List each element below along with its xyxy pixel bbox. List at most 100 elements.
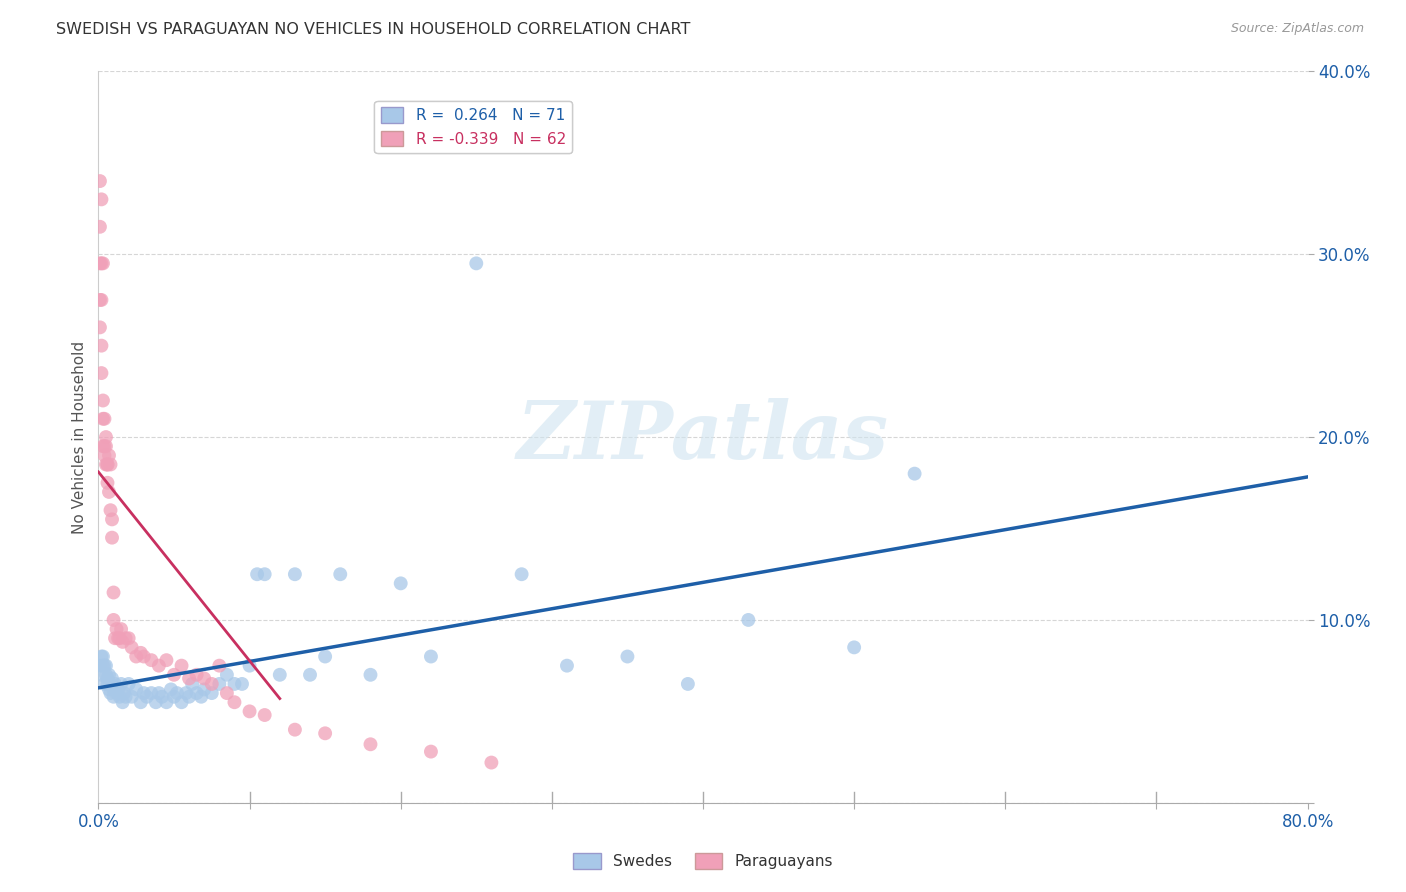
Point (160, 682, 183, 697)
Point (103, 690, 125, 704)
Point (186, 667, 208, 681)
Point (90, 192, 112, 206)
Point (93, 412, 115, 426)
Point (111, 695, 134, 709)
Point (253, 567, 276, 582)
Point (174, 686, 197, 700)
Point (737, 613, 759, 627)
Point (145, 695, 167, 709)
Point (103, 613, 125, 627)
Point (676, 677, 699, 691)
Point (170, 695, 193, 709)
Point (105, 686, 128, 700)
Point (215, 686, 238, 700)
Point (208, 658, 231, 673)
Point (110, 677, 132, 691)
Point (104, 632, 127, 646)
Point (215, 667, 238, 681)
Text: ZIPatlas: ZIPatlas (517, 399, 889, 475)
Point (114, 632, 136, 646)
Point (179, 672, 201, 686)
Point (105, 622, 128, 636)
Point (111, 635, 134, 649)
Point (101, 672, 124, 686)
Point (155, 653, 177, 667)
Point (465, 256, 488, 270)
Point (284, 567, 307, 582)
Point (844, 640, 866, 655)
Point (179, 690, 201, 704)
Point (121, 640, 143, 655)
Point (98, 485, 121, 500)
Point (90, 649, 112, 664)
Point (148, 686, 170, 700)
Point (114, 690, 136, 704)
Point (163, 667, 186, 681)
Point (107, 682, 129, 697)
Point (96, 677, 118, 691)
Point (481, 756, 503, 770)
Y-axis label: No Vehicles in Household: No Vehicles in Household (72, 341, 87, 533)
Point (94, 658, 117, 673)
Point (150, 690, 173, 704)
Point (94, 439, 117, 453)
Point (100, 677, 122, 691)
Point (100, 503, 122, 517)
Point (93, 677, 115, 691)
Point (360, 737, 382, 751)
Point (91, 412, 114, 426)
Point (155, 695, 177, 709)
Point (224, 677, 246, 691)
Point (246, 567, 269, 582)
Text: SWEDISH VS PARAGUAYAN NO VEHICLES IN HOUSEHOLD CORRELATION CHART: SWEDISH VS PARAGUAYAN NO VEHICLES IN HOU… (56, 22, 690, 37)
Point (141, 686, 163, 700)
Point (98, 682, 121, 697)
Point (100, 458, 122, 472)
Point (100, 686, 122, 700)
Point (96, 672, 118, 686)
Point (90, 366, 112, 380)
Point (284, 723, 307, 737)
Point (132, 686, 155, 700)
Point (190, 690, 212, 704)
Point (129, 646, 152, 660)
Point (420, 649, 443, 664)
Point (616, 649, 638, 664)
Point (135, 690, 157, 704)
Point (93, 448, 115, 462)
Point (98, 667, 121, 681)
Point (231, 677, 253, 691)
Point (110, 622, 132, 636)
Point (108, 690, 131, 704)
Point (91, 439, 114, 453)
Point (224, 695, 246, 709)
Legend: R =  0.264   N = 71, R = -0.339   N = 62: R = 0.264 N = 71, R = -0.339 N = 62 (374, 101, 572, 153)
Point (91, 393, 114, 408)
Point (90, 293, 112, 307)
Point (201, 677, 224, 691)
Point (90, 667, 112, 681)
Point (118, 677, 141, 691)
Text: Source: ZipAtlas.com: Source: ZipAtlas.com (1230, 22, 1364, 36)
Point (89, 256, 111, 270)
Point (94, 667, 117, 681)
Point (89, 174, 111, 188)
Point (314, 649, 336, 664)
Point (314, 726, 336, 740)
Point (904, 467, 927, 481)
Point (141, 653, 163, 667)
Point (166, 686, 188, 700)
Point (91, 658, 114, 673)
Point (94, 458, 117, 472)
Point (193, 672, 215, 686)
Point (125, 682, 148, 697)
Point (125, 649, 148, 664)
Point (239, 658, 262, 673)
Point (107, 632, 129, 646)
Point (181, 677, 204, 691)
Point (101, 531, 124, 545)
Point (389, 576, 412, 591)
Point (98, 448, 121, 462)
Point (208, 677, 231, 691)
Point (163, 690, 186, 704)
